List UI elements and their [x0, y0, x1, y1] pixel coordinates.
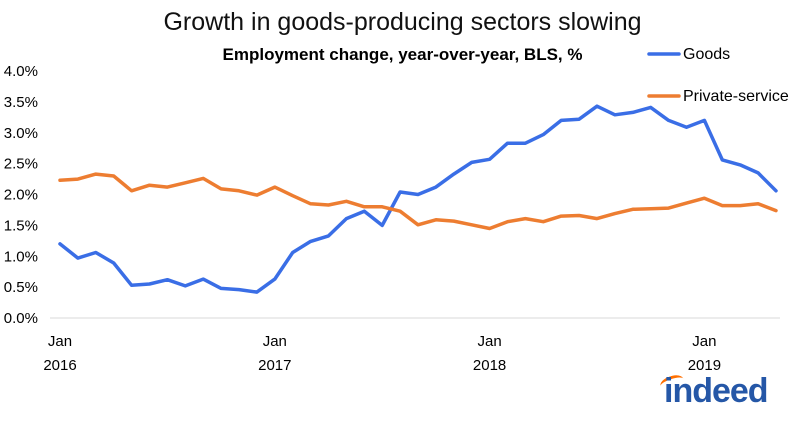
y-tick-label: 1.5% — [4, 217, 38, 234]
y-tick-label: 3.5% — [4, 94, 38, 111]
x-tick-label: 2018 — [473, 357, 506, 374]
y-tick-label: 0.5% — [4, 279, 38, 296]
x-tick-label: 2019 — [688, 357, 721, 374]
legend-label-private-service: Private-service — [683, 88, 789, 105]
x-tick-label: Jan — [263, 333, 287, 350]
x-tick-label: Jan — [692, 333, 716, 350]
x-tick-label: Jan — [478, 333, 502, 350]
series-line-goods — [58, 104, 778, 294]
chart-subtitle: Employment change, year-over-year, BLS, … — [222, 45, 583, 64]
y-tick-label: 2.5% — [4, 156, 38, 173]
chart-axes: 0.0% 0.5% 1.0% 1.5% 2.0% 2.5% 3.0% 3.5% 4.0% Jan 2… — [4, 63, 780, 374]
chart-title: Growth in goods-producing sectors slowin… — [163, 8, 642, 36]
y-tick-label: 1.0% — [4, 248, 38, 265]
indeed-logo: indeed — [664, 372, 769, 410]
x-tick-label: Jan — [48, 333, 72, 350]
y-tick-label: 3.0% — [4, 125, 38, 142]
y-tick-label: 2.0% — [4, 187, 38, 204]
chart-lines — [58, 104, 778, 294]
chart-legend: Goods Private-service — [647, 46, 789, 105]
series-line-private-service — [58, 172, 778, 231]
y-tick-label: 0.0% — [4, 310, 38, 327]
x-tick-label: 2017 — [258, 357, 291, 374]
x-tick-label: 2016 — [43, 357, 76, 374]
legend-label-goods: Goods — [683, 46, 730, 63]
y-tick-label: 4.0% — [4, 63, 38, 80]
